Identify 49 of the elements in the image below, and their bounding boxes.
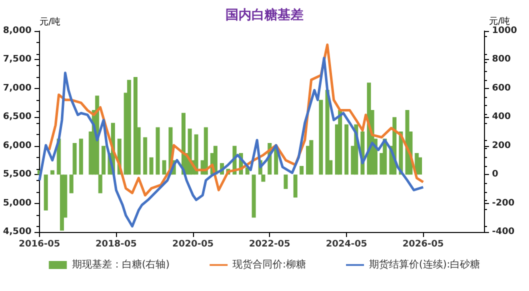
x-tick-label: 2020-05 [172,240,214,250]
x-tick-label: 2016-05 [18,240,60,250]
y-axis-title: 元/吨 [39,16,61,28]
bar [284,174,288,189]
bar [127,80,132,175]
x-tick-label: 2018-05 [96,240,137,250]
bar [418,157,422,175]
y2-tick-label: 800 [492,54,511,65]
y2-tick-label: -400 [492,227,515,237]
bar [44,174,48,210]
legend-label: 期货结算价(连续):白砂糖 [369,258,480,270]
y-tick-label: 6,500 [3,112,32,122]
bar [143,137,148,175]
legend-label: 现货合同价:柳糖 [232,258,306,270]
chart-title: 国内白糖基差 [226,7,304,23]
y-tick-label: 5,500 [3,170,32,180]
y-tick-label: 6,000 [3,140,32,151]
bar [194,134,198,175]
y2-tick-label: -200 [492,198,515,208]
y-tick-label: 8,000 [3,26,32,36]
y-tick-label: 7,500 [3,54,32,65]
bar [318,100,323,175]
bar [338,110,342,175]
bar [204,127,208,175]
line-series [48,44,424,196]
x-tick-label: 2024-05 [326,240,368,250]
y-tick-label: 4,500 [3,227,32,237]
bar [252,174,256,218]
y2-tick-label: 600 [492,83,511,94]
bar [300,166,304,175]
bar [79,138,84,175]
bar [309,140,314,175]
x-tick-label: 2026-05 [402,240,444,250]
bar [344,124,348,175]
y2-axis-title: 元/吨 [488,16,510,28]
line-series [38,56,424,228]
bar [162,160,166,175]
y2-tick-label: 0 [492,170,498,180]
y2-tick-label: 400 [492,112,511,122]
bar [149,157,154,175]
y2-tick-label: 200 [492,140,511,151]
y-tick-label: 5,000 [3,198,32,208]
y2-tick-label: 1000 [492,26,518,36]
bar [50,170,54,175]
bar [156,127,160,175]
y-tick-label: 7,000 [3,83,32,94]
x-tick-label: 2022-05 [249,240,290,250]
legend-label: 期现基差：白糖(右轴) [72,258,170,270]
bar [293,174,298,198]
